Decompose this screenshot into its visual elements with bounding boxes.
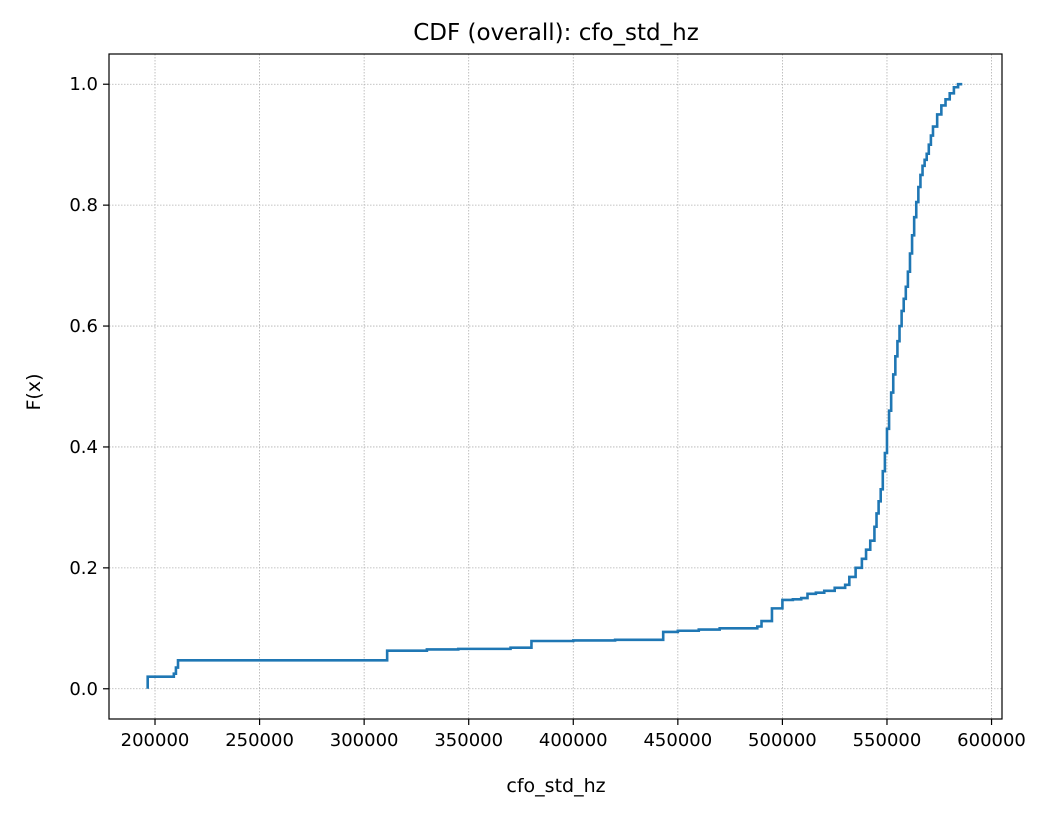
x-tick-label: 450000 [643, 730, 712, 751]
x-tick-label: 250000 [225, 730, 294, 751]
plot-frame [108, 53, 1003, 720]
y-tick-label: 0.2 [69, 558, 98, 579]
y-tick-label: 0.0 [69, 679, 98, 700]
grid [109, 54, 1002, 719]
y-tick-label: 0.8 [69, 195, 98, 216]
y-axis-label: F(x) [23, 374, 45, 411]
x-tick-label: 200000 [121, 730, 190, 751]
y-tick-label: 1.0 [69, 74, 98, 95]
x-tick-label: 500000 [748, 730, 817, 751]
x-tick-label: 350000 [434, 730, 503, 751]
cdf-series-line [146, 82, 963, 689]
y-tick-label: 0.4 [69, 437, 98, 458]
x-tick-label: 400000 [539, 730, 608, 751]
y-tick-label: 0.6 [69, 316, 98, 337]
x-tick-label: 600000 [957, 730, 1026, 751]
x-tick-label: 550000 [853, 730, 922, 751]
series-layer [146, 82, 963, 689]
x-tick-label: 300000 [330, 730, 399, 751]
axis-ticks: 200000 250000 300000 350000 400000 450000 5000… [69, 74, 1026, 751]
chart-title: CDF (overall): cfo_std_hz [413, 20, 699, 46]
x-axis-label: cfo_std_hz [506, 775, 605, 797]
